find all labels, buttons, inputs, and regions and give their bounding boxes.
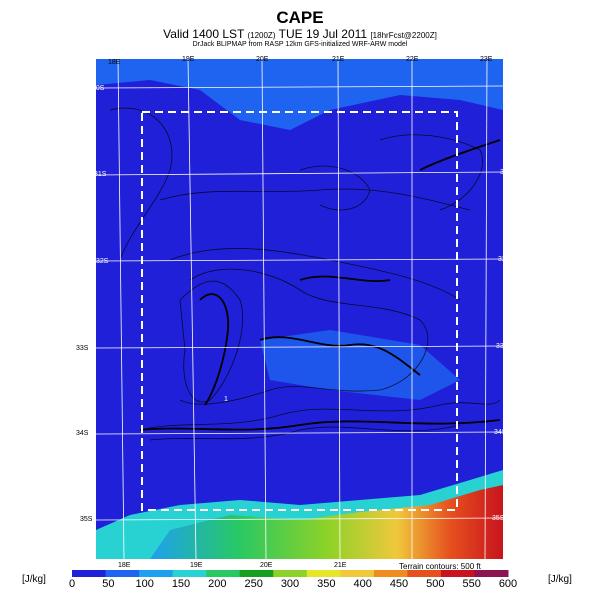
colorbar-swatch bbox=[139, 570, 174, 577]
cape-field-south-green bbox=[150, 485, 503, 559]
cape-field-top bbox=[96, 59, 503, 130]
right-lat-label: 30S bbox=[503, 84, 516, 91]
top-lon-label: 18E bbox=[108, 59, 121, 66]
left-lat-label: 34S bbox=[76, 430, 89, 437]
colorbar-swatch bbox=[172, 570, 207, 577]
terrain-contours-bold bbox=[139, 139, 501, 431]
colorbar-tick-label: 400 bbox=[353, 578, 372, 590]
colorbar-tick-label: 50 bbox=[102, 578, 115, 590]
colorbar-swatch bbox=[340, 570, 375, 577]
bottom-lon-label: 19E bbox=[190, 562, 203, 569]
valid-date: TUE 19 Jul 2011 bbox=[278, 27, 368, 41]
colorbar bbox=[72, 570, 509, 577]
colorbar-swatch bbox=[306, 570, 341, 577]
cape-field-mid bbox=[260, 330, 460, 400]
valid-time-main: Valid 1400 LST bbox=[163, 27, 245, 41]
valid-time-utc: (1200Z) bbox=[247, 31, 276, 40]
chart-title: CAPE bbox=[276, 8, 324, 27]
colorbar-swatch bbox=[407, 570, 442, 577]
bottom-lon-label: 20E bbox=[260, 562, 273, 569]
model-source: DrJack BLIPMAP from RASP 12km GFS-initia… bbox=[192, 41, 408, 48]
right-lat-label: 35S bbox=[492, 515, 505, 522]
map-background bbox=[96, 59, 503, 559]
colorbar-swatch bbox=[273, 570, 308, 577]
colorbar-tick-label: 0 bbox=[68, 578, 76, 590]
colorbar-tick-label: 100 bbox=[135, 578, 154, 590]
left-lat-label: 30S bbox=[92, 85, 105, 92]
right-lat-label: 32S bbox=[498, 256, 511, 263]
colorbar-tick-label: 150 bbox=[171, 578, 191, 590]
forecast-note: [18hrFcst@2200Z] bbox=[370, 31, 437, 40]
colorbar-swatch bbox=[440, 570, 475, 577]
colorbar-tick-label: 300 bbox=[280, 578, 300, 590]
left-lat-label: 32S bbox=[96, 258, 109, 265]
colorbar-tick-label: 500 bbox=[426, 578, 445, 590]
left-lat-label: 33S bbox=[76, 345, 89, 352]
colorbar-unit-left: [J/kg] bbox=[22, 574, 46, 585]
top-lon-label: 21E bbox=[332, 56, 345, 63]
colorbar-tick-label: 200 bbox=[208, 578, 227, 590]
top-lon-label: 23E bbox=[480, 56, 493, 63]
bottom-lon-label: 21E bbox=[334, 562, 347, 569]
colorbar-swatch bbox=[373, 570, 408, 577]
colorbar-tick-label: 350 bbox=[317, 578, 336, 590]
colorbar-unit-right: [J/kg] bbox=[548, 574, 572, 585]
right-lat-label: 33S bbox=[496, 343, 509, 350]
colorbar-tick-label: 250 bbox=[244, 578, 263, 590]
bottom-lon-label: 18E bbox=[118, 562, 131, 569]
colorbar-swatch bbox=[474, 570, 509, 577]
colorbar-swatch bbox=[239, 570, 274, 577]
left-lat-label: 31S bbox=[94, 171, 107, 178]
colorbar-swatch bbox=[206, 570, 241, 577]
terrain-note: Terrain contours: 500 ft bbox=[399, 562, 481, 571]
valid-time: Valid 1400 LST (1200Z) TUE 19 Jul 2011 [… bbox=[0, 27, 600, 41]
right-lat-label: 31S bbox=[500, 169, 513, 176]
site-marker: 1 bbox=[224, 396, 228, 403]
top-lon-label: 20E bbox=[256, 56, 269, 63]
colorbar-tick-label: 550 bbox=[462, 578, 481, 590]
colorbar-tick-label: 450 bbox=[389, 578, 409, 590]
top-lon-label: 22E bbox=[406, 56, 419, 63]
inner-domain-box bbox=[141, 111, 458, 511]
lat-lon-grid bbox=[95, 58, 504, 560]
colorbar-tick-label: 600 bbox=[498, 578, 518, 590]
left-lat-label: 35S bbox=[80, 516, 93, 523]
top-lon-label: 19E bbox=[182, 56, 195, 63]
right-lat-label: 34S bbox=[494, 429, 507, 436]
colorbar-swatch bbox=[72, 570, 107, 577]
colorbar-swatch bbox=[105, 570, 140, 577]
